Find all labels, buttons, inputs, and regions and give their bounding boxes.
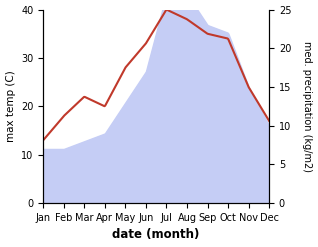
Y-axis label: med. precipitation (kg/m2): med. precipitation (kg/m2)	[302, 41, 313, 172]
X-axis label: date (month): date (month)	[113, 228, 200, 242]
Y-axis label: max temp (C): max temp (C)	[5, 70, 16, 142]
